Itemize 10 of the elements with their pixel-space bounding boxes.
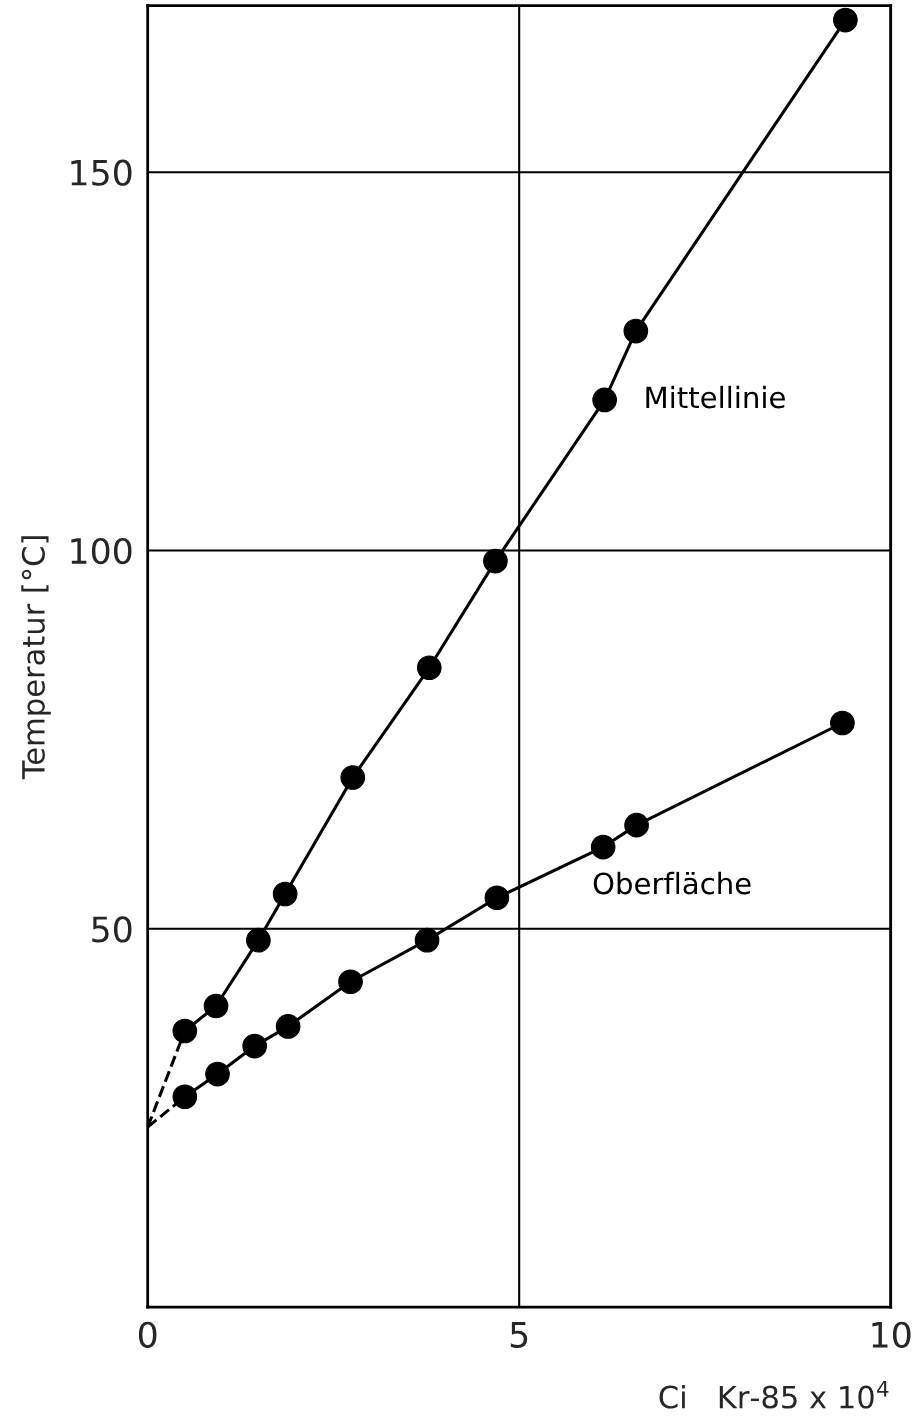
- x-tick-label: 10: [872, 1321, 911, 1348]
- x-tick-label: 5: [510, 1322, 528, 1348]
- series-label: Mittellinie: [646, 385, 785, 409]
- y-axis-title: Temperatur [°C]: [21, 536, 51, 780]
- x-tick-label: 0: [138, 1321, 157, 1348]
- series-label: Oberfläche: [593, 871, 751, 895]
- x-axis-title: Ci Kr-85 x 10$^{4}$: [659, 1380, 889, 1409]
- y-tick-label: 100: [71, 537, 132, 565]
- y-tick-label: 150: [71, 159, 132, 186]
- y-tick-label: 50: [92, 916, 132, 943]
